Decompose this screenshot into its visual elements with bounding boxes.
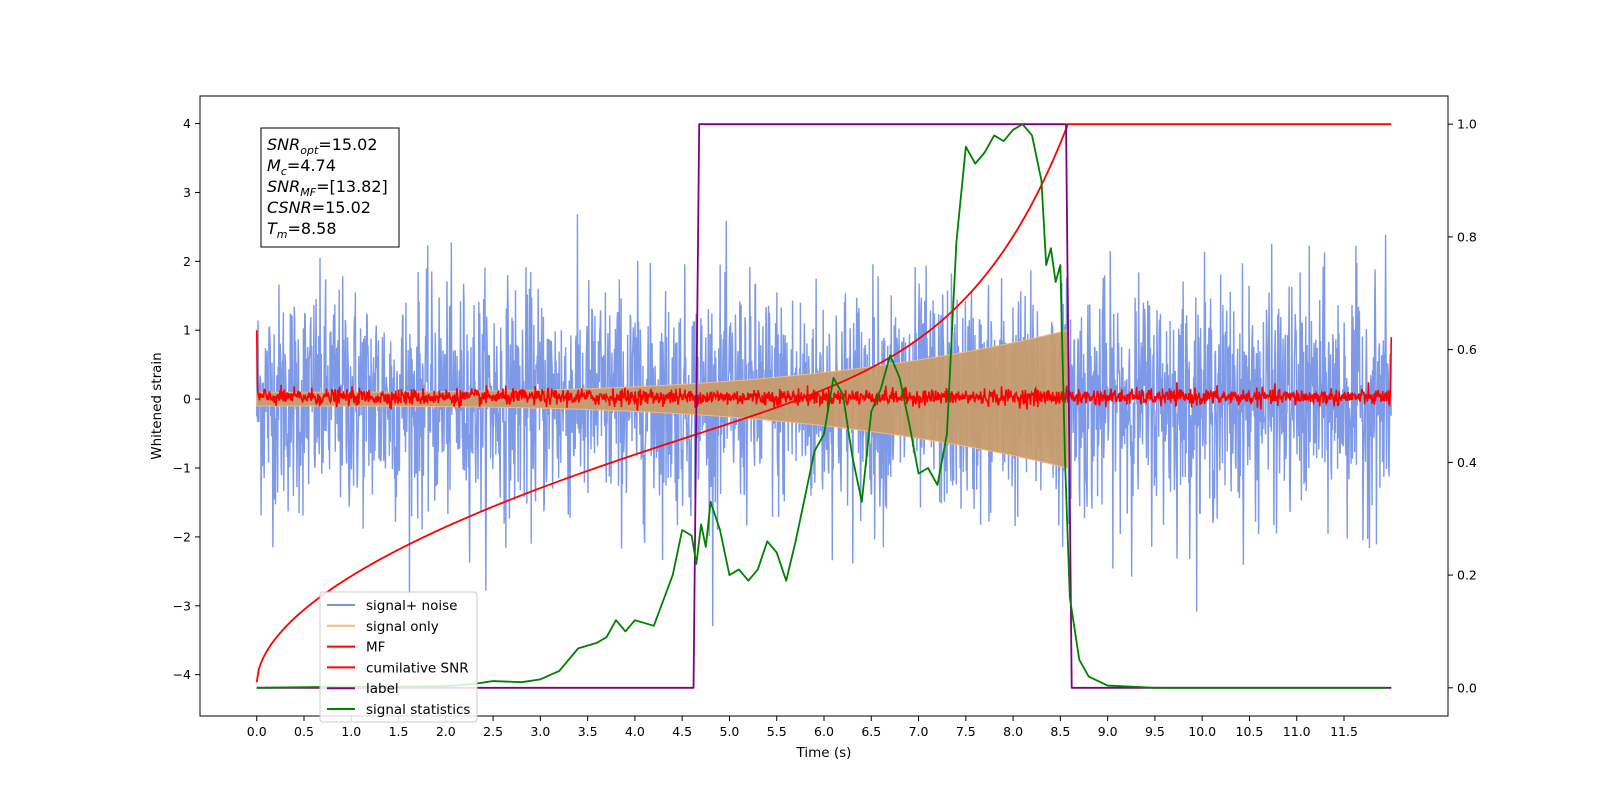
legend-entry: signal statistics bbox=[327, 702, 470, 718]
stats-line: Tm=8.58 bbox=[267, 219, 337, 241]
x-tick-label: 1.5 bbox=[389, 724, 409, 739]
stats-line: CSNR=15.02 bbox=[267, 198, 371, 217]
series-mf-line bbox=[255, 330, 1393, 412]
legend: signal+ noise signal only MF cumilative SNR… bbox=[319, 591, 478, 723]
y-tick-label: 2 bbox=[183, 254, 191, 269]
x-tick-label: 3.0 bbox=[530, 724, 550, 739]
y2-tick-label: 1.0 bbox=[1457, 117, 1477, 132]
x-tick-label: 0.0 bbox=[247, 724, 267, 739]
y-axis-label: Whitened strain bbox=[149, 352, 165, 459]
stats-line: SNRMF=[13.82] bbox=[267, 177, 388, 199]
right-axis-series bbox=[255, 123, 1392, 689]
mf-trace bbox=[255, 330, 1393, 412]
y-tick-label: 0 bbox=[183, 392, 191, 407]
x-tick-label: 3.5 bbox=[578, 724, 598, 739]
x-tick-label: 4.5 bbox=[672, 724, 692, 739]
x-tick-label: 5.5 bbox=[767, 724, 787, 739]
x-tick-label: 10.0 bbox=[1188, 724, 1216, 739]
y-tick-label: 3 bbox=[183, 185, 191, 200]
y-tick-label: −1 bbox=[173, 461, 191, 476]
y-axis-left: 4 3 2 1 0 −1 −2 −3 −4 bbox=[173, 116, 200, 682]
y2-tick-label: 0.8 bbox=[1457, 229, 1477, 244]
x-tick-label: 2.5 bbox=[483, 724, 503, 739]
x-tick-label: 0.5 bbox=[294, 724, 314, 739]
x-tick-label: 1.0 bbox=[341, 724, 361, 739]
series-label-line bbox=[256, 123, 1392, 689]
legend-entry: signal only bbox=[327, 619, 439, 635]
stats-line: Mc=4.74 bbox=[267, 156, 336, 178]
x-tick-label: 10.5 bbox=[1236, 724, 1264, 739]
x-tick-label: 6.0 bbox=[814, 724, 834, 739]
x-axis: 0.0 0.5 1.0 1.5 2.0 2.5 3.0 3.5 4.0 4.5 5.0 5.5 6.0 6… bbox=[247, 716, 1358, 739]
y2-tick-label: 0.2 bbox=[1457, 568, 1477, 583]
x-tick-label: 8.5 bbox=[1050, 724, 1070, 739]
x-tick-label: 7.5 bbox=[956, 724, 976, 739]
x-tick-label: 8.0 bbox=[1003, 724, 1023, 739]
legend-label: signal only bbox=[366, 619, 439, 635]
y-tick-label: −2 bbox=[173, 529, 191, 544]
x-tick-label: 9.0 bbox=[1098, 724, 1118, 739]
stats-line: SNRopt=15.02 bbox=[267, 135, 378, 157]
x-tick-label: 9.5 bbox=[1145, 724, 1165, 739]
y2-tick-label: 0.4 bbox=[1457, 455, 1477, 470]
legend-label: label bbox=[366, 681, 399, 697]
legend-label: signal+ noise bbox=[366, 598, 457, 614]
x-tick-label: 11.0 bbox=[1283, 724, 1311, 739]
y-tick-label: 4 bbox=[183, 116, 191, 131]
stats-box: SNRopt=15.02Mc=4.74SNRMF=[13.82]CSNR=15.… bbox=[260, 127, 400, 248]
x-axis-label: Time (s) bbox=[796, 745, 852, 761]
legend-label: signal statistics bbox=[366, 702, 470, 718]
legend-label: cumilative SNR bbox=[366, 660, 469, 676]
y2-tick-label: 0.0 bbox=[1457, 680, 1477, 695]
y-tick-label: −3 bbox=[173, 598, 191, 613]
y-axis-right: 0.0 0.2 0.4 0.6 0.8 1.0 bbox=[1448, 117, 1477, 695]
legend-entry: label bbox=[327, 681, 399, 697]
x-tick-label: 7.0 bbox=[909, 724, 929, 739]
legend-entry: cumilative SNR bbox=[327, 660, 469, 676]
stats-box-frame bbox=[260, 127, 400, 248]
y2-tick-label: 0.6 bbox=[1457, 342, 1477, 357]
legend-label: MF bbox=[366, 640, 385, 656]
legend-entry: signal+ noise bbox=[327, 598, 457, 614]
x-tick-label: 6.5 bbox=[861, 724, 881, 739]
y-tick-label: −4 bbox=[173, 667, 191, 682]
x-tick-label: 4.0 bbox=[625, 724, 645, 739]
legend-entry: MF bbox=[327, 640, 385, 656]
series-signal-statistics-line bbox=[256, 123, 1387, 689]
x-tick-label: 11.5 bbox=[1330, 724, 1358, 739]
legend-frame bbox=[319, 591, 478, 723]
y-tick-label: 1 bbox=[183, 323, 191, 338]
x-tick-label: 2.0 bbox=[436, 724, 456, 739]
series-cumulative-snr-line bbox=[255, 123, 1392, 683]
x-tick-label: 5.0 bbox=[720, 724, 740, 739]
